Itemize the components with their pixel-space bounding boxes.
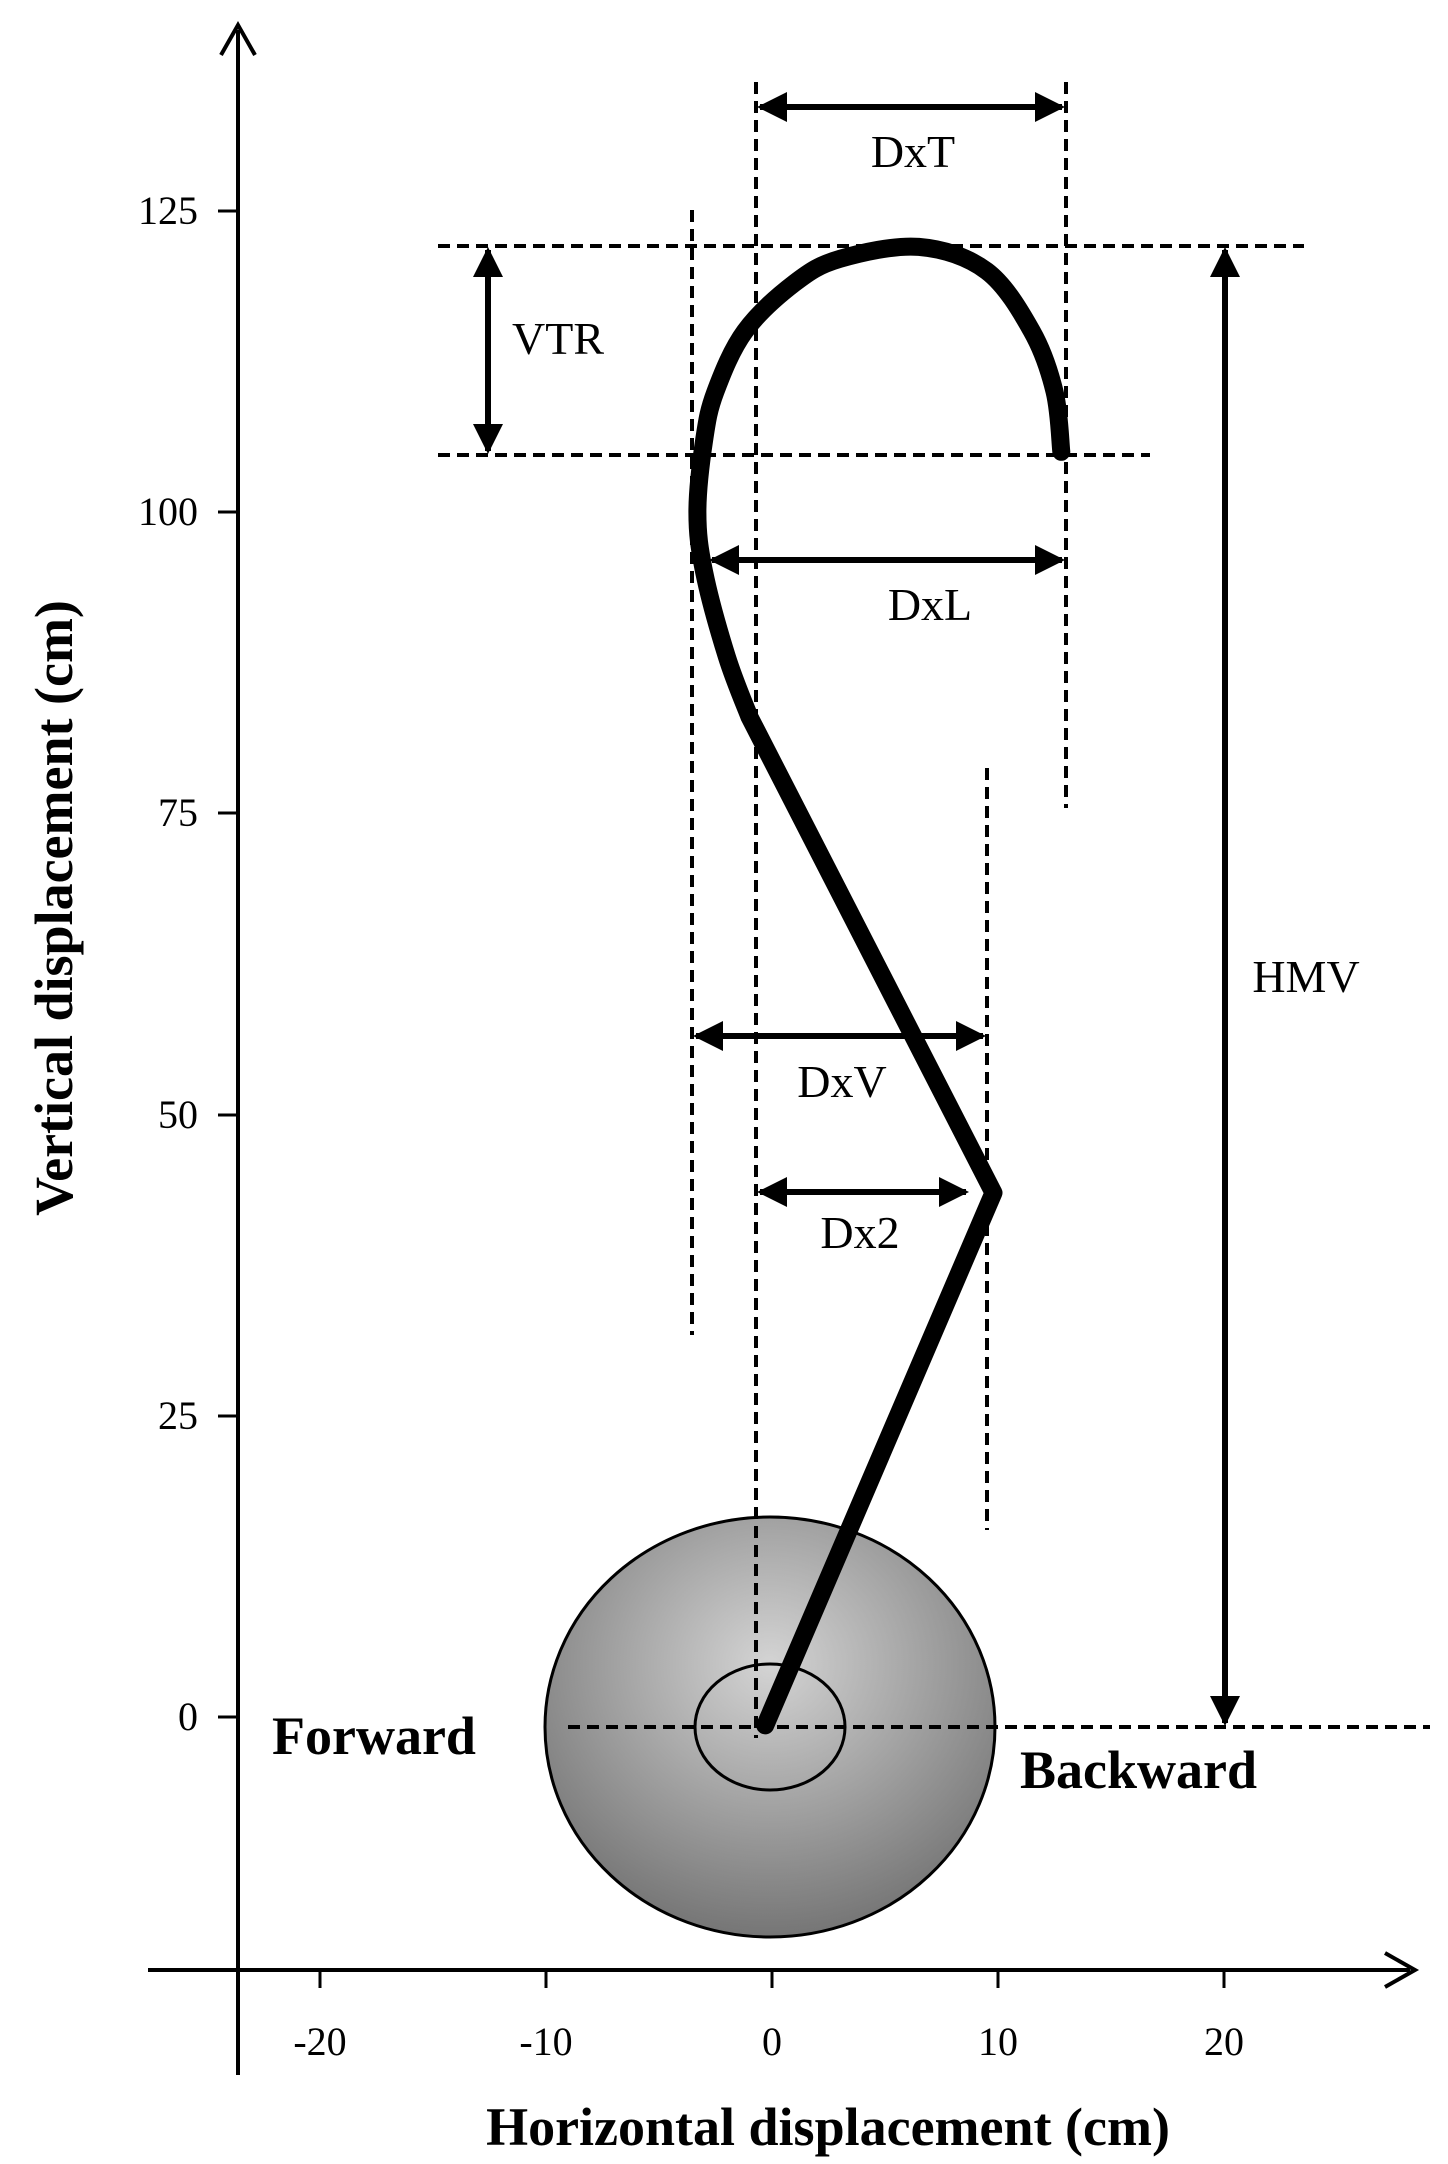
x-axis-title: Horizontal displacement (cm) (486, 2097, 1170, 2157)
x-tick-label: -10 (519, 2019, 572, 2064)
y-tick-label: 75 (158, 790, 198, 835)
y-tick-label: 125 (138, 188, 198, 233)
x-tick-label: -20 (293, 2019, 346, 2064)
dxl-label: DxL (888, 579, 972, 630)
y-tick-label: 25 (158, 1393, 198, 1438)
vtr-label: VTR (512, 313, 604, 364)
barbell-trajectory (688, 237, 1071, 1735)
x-ticks: -20 -10 0 10 20 (293, 1970, 1244, 2064)
y-ticks: 0 25 50 75 100 125 (138, 188, 238, 1739)
x-tick-label: 20 (1204, 2019, 1244, 2064)
y-tick-label: 50 (158, 1092, 198, 1137)
dx2-label: Dx2 (820, 1207, 899, 1258)
x-axis-arrowhead (1384, 1951, 1420, 1989)
dimension-arrows (473, 92, 1240, 1726)
dxt-label: DxT (871, 126, 955, 177)
x-tick-label: 10 (978, 2019, 1018, 2064)
y-axis-arrowhead (219, 20, 257, 56)
hmv-label: HMV (1252, 951, 1359, 1002)
backward-label: Backward (1020, 1740, 1257, 1800)
forward-label: Forward (272, 1706, 476, 1766)
y-tick-label: 0 (178, 1694, 198, 1739)
y-tick-label: 100 (138, 489, 198, 534)
dxv-label: DxV (797, 1056, 886, 1107)
reference-lines (438, 82, 1430, 1738)
y-axis-title: Vertical displacement (cm) (24, 600, 84, 1216)
x-tick-label: 0 (762, 2019, 782, 2064)
